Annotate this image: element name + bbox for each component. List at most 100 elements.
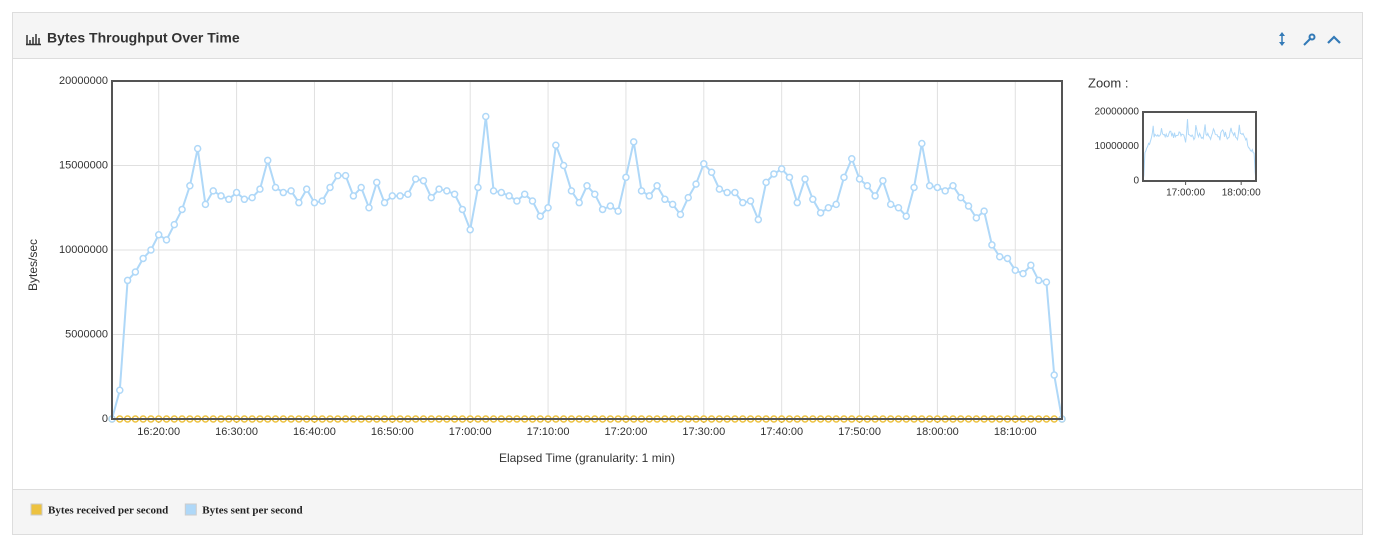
data-point: [972, 214, 981, 222]
data-point: [949, 182, 957, 190]
data-point: [1011, 266, 1020, 275]
data-point: [645, 192, 654, 200]
data-point: [746, 197, 755, 205]
data-point: [723, 188, 731, 197]
data-point: [816, 209, 825, 217]
data-point: [715, 185, 724, 193]
x-tick-label: 16:30:00: [215, 426, 258, 438]
data-point: [513, 197, 521, 205]
data-point: [334, 171, 342, 180]
data-point: [793, 198, 801, 207]
data-point: [575, 198, 583, 207]
data-point: [505, 192, 513, 200]
data-point: [162, 236, 171, 244]
data-point: [435, 185, 443, 193]
data-point: [863, 182, 872, 190]
series-line: [1142, 119, 1257, 182]
data-point: [520, 190, 529, 198]
y-tick-label: 0: [102, 413, 108, 425]
data-point: [700, 160, 708, 168]
data-point: [411, 175, 420, 183]
data-point: [310, 198, 319, 207]
data-point: [279, 188, 288, 197]
data-point: [957, 193, 965, 202]
data-point: [528, 197, 537, 205]
data-point: [980, 207, 988, 215]
data-point: [591, 190, 599, 198]
data-point: [427, 193, 436, 202]
x-tick-label: 16:50:00: [371, 426, 414, 438]
resize-button[interactable]: [1279, 32, 1285, 46]
data-point: [933, 183, 942, 192]
data-point: [614, 207, 622, 215]
data-point: [879, 176, 887, 185]
x-tick-label: 18:00:00: [1222, 188, 1261, 199]
x-tick-label: 16:40:00: [293, 426, 336, 438]
data-point: [295, 198, 303, 207]
data-point: [925, 182, 934, 190]
data-point: [684, 193, 692, 202]
data-point: [1034, 276, 1043, 285]
data-point: [349, 192, 358, 200]
y-tick-label: 20000000: [59, 75, 108, 87]
data-point: [770, 170, 778, 178]
data-point: [762, 178, 770, 187]
plot-frame: [1142, 111, 1257, 182]
data-point: [139, 254, 147, 263]
x-axis-label: Elapsed Time (granularity: 1 min): [499, 451, 675, 465]
data-point: [1003, 254, 1012, 263]
data-point: [964, 202, 973, 210]
data-point: [738, 198, 747, 207]
data-point: [404, 190, 412, 198]
data-point: [474, 183, 482, 192]
data-point: [886, 200, 895, 209]
data-point: [482, 112, 490, 121]
data-point: [341, 171, 350, 180]
data-point: [123, 276, 132, 285]
y-axis-label: Bytes/sec: [26, 239, 40, 291]
panel-title: Bytes Throughput Over Time: [47, 30, 240, 46]
y-tick-label: 15000000: [59, 159, 108, 171]
data-point: [131, 268, 140, 276]
collapse-button[interactable]: [1327, 35, 1341, 44]
data-point: [848, 154, 856, 163]
data-point: [178, 205, 186, 214]
data-point: [497, 188, 506, 197]
data-point: [918, 139, 926, 148]
y-tick-label: 10000000: [1095, 141, 1140, 152]
data-point: [217, 192, 225, 200]
data-point: [147, 246, 155, 254]
data-point: [388, 192, 397, 200]
data-point: [489, 187, 498, 195]
data-point: [840, 173, 848, 182]
data-point: [855, 175, 864, 183]
data-point: [995, 253, 1004, 261]
x-tick-label: 17:00:00: [1166, 188, 1205, 199]
data-point: [583, 182, 591, 190]
x-tick-label: 17:20:00: [605, 426, 648, 438]
data-point: [458, 205, 467, 214]
data-point: [902, 212, 911, 220]
data-point: [1019, 269, 1027, 278]
data-point: [186, 182, 194, 190]
legend-swatch: [30, 503, 43, 516]
legend-label: Bytes sent per second: [202, 505, 302, 517]
data-point: [777, 165, 786, 173]
data-point: [450, 190, 459, 198]
data-point: [466, 225, 474, 234]
data-point: [637, 187, 646, 195]
y-tick-label: 10000000: [59, 244, 108, 256]
data-point: [941, 187, 949, 195]
data-point: [396, 192, 404, 200]
data-point: [894, 204, 903, 212]
data-point: [544, 204, 552, 212]
settings-button[interactable]: [1303, 33, 1316, 46]
data-point: [1050, 371, 1058, 379]
data-point: [629, 138, 638, 146]
data-point: [380, 198, 389, 207]
data-point: [357, 183, 365, 192]
data-point: [536, 212, 545, 220]
legend-swatch: [184, 503, 197, 516]
